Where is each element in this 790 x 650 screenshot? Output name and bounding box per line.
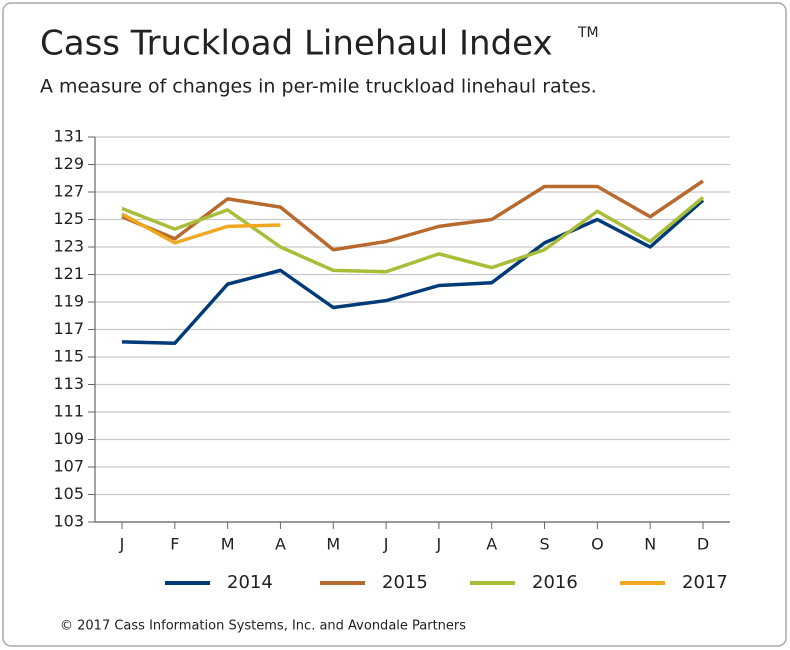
y-tick-label: 129	[53, 154, 84, 173]
series-line	[121, 212, 281, 245]
x-tick-label: O	[591, 535, 604, 554]
chart-subtitle: A measure of changes in per-mile trucklo…	[40, 76, 597, 98]
x-tick-label: M	[221, 535, 235, 554]
x-tick-label: F	[170, 535, 179, 554]
x-tick-label: N	[644, 535, 656, 554]
x-tick-label: J	[119, 535, 125, 554]
y-tick-label: 103	[53, 512, 84, 531]
x-tick-label: S	[539, 535, 549, 554]
y-tick-label: 119	[53, 292, 84, 311]
series-line	[121, 196, 705, 274]
y-tick-label: 115	[53, 347, 84, 366]
x-tick-label: J	[436, 535, 442, 554]
y-tick-label: 123	[53, 237, 84, 256]
y-tick-label: 121	[53, 264, 84, 283]
trademark: TM	[577, 25, 599, 41]
y-tick-label: 109	[53, 429, 84, 448]
legend-label: 2015	[382, 572, 428, 593]
y-tick-label: 107	[53, 457, 84, 476]
y-tick-label: 113	[53, 374, 84, 393]
x-tick-label: M	[326, 535, 340, 554]
series-line	[121, 179, 704, 252]
x-tick-label: D	[697, 535, 709, 554]
legend-label: 2017	[682, 572, 728, 593]
legend-label: 2016	[532, 572, 578, 593]
footer: © 2017 Cass Information Systems, Inc. an…	[60, 619, 466, 634]
series-line	[121, 198, 705, 345]
y-tick-label: 125	[53, 209, 84, 228]
x-tick-label: A	[486, 535, 497, 554]
y-tick-label: 117	[53, 319, 84, 338]
y-tick-label: 131	[53, 127, 84, 146]
y-tick-label: 111	[53, 402, 84, 421]
y-tick-label: 105	[53, 484, 84, 503]
legend-label: 2014	[227, 572, 273, 593]
x-tick-label: A	[275, 535, 286, 554]
y-tick-label: 127	[53, 182, 84, 201]
chart-title: Cass Truckload Linehaul Index	[40, 24, 553, 64]
x-tick-label: J	[383, 535, 389, 554]
